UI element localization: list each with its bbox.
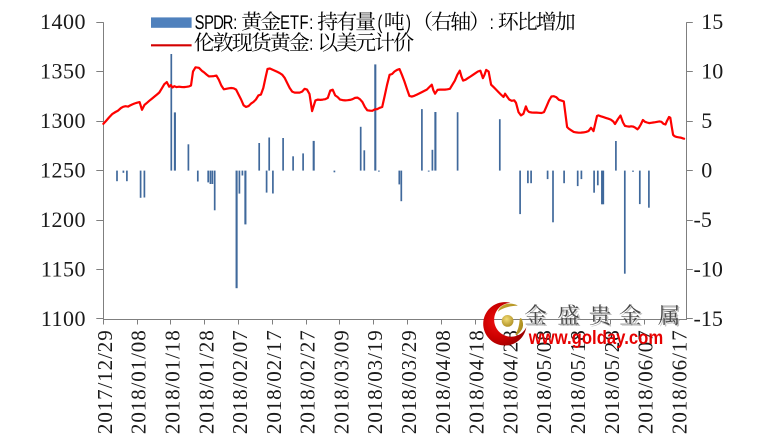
svg-text:-15: -15: [694, 306, 723, 331]
svg-text:1350: 1350: [40, 59, 86, 84]
svg-text:10: 10: [701, 59, 723, 84]
svg-text:2018/06/17: 2018/06/17: [667, 329, 691, 434]
svg-text:1250: 1250: [40, 158, 86, 183]
svg-text:2018/02/27: 2018/02/27: [296, 329, 320, 434]
svg-text:2018/01/08: 2018/01/08: [127, 329, 151, 434]
svg-text:2018/05/28: 2018/05/28: [600, 329, 624, 434]
svg-text:2018/03/19: 2018/03/19: [363, 329, 387, 434]
svg-text:1200: 1200: [40, 207, 86, 232]
svg-text:2018/05/08: 2018/05/08: [532, 329, 556, 434]
svg-text:2018/04/28: 2018/04/28: [498, 329, 522, 434]
svg-text:5: 5: [701, 108, 712, 133]
svg-text:2018/04/18: 2018/04/18: [465, 329, 489, 434]
svg-text:15: 15: [701, 9, 723, 34]
svg-text:-5: -5: [694, 207, 712, 232]
svg-text:2018/06/07: 2018/06/07: [634, 329, 658, 434]
svg-text:2018/01/18: 2018/01/18: [161, 329, 185, 434]
svg-text:www.golday.com: www.golday.com: [528, 328, 663, 349]
svg-text:2018/03/09: 2018/03/09: [329, 329, 353, 434]
svg-text:2017/12/29: 2017/12/29: [93, 329, 117, 434]
svg-text:2018/01/28: 2018/01/28: [194, 329, 218, 434]
svg-text:2018/02/17: 2018/02/17: [262, 329, 286, 434]
svg-text:-10: -10: [694, 257, 723, 282]
svg-text:2018/05/18: 2018/05/18: [566, 329, 590, 434]
svg-text:1400: 1400: [40, 9, 86, 34]
svg-text:2018/02/07: 2018/02/07: [228, 329, 252, 434]
svg-text:2018/04/08: 2018/04/08: [431, 329, 455, 434]
svg-text:1150: 1150: [41, 257, 86, 282]
svg-text:0: 0: [701, 158, 712, 183]
svg-text:1100: 1100: [41, 306, 86, 331]
svg-text:2018/03/29: 2018/03/29: [397, 329, 421, 434]
svg-text:1300: 1300: [40, 108, 86, 133]
